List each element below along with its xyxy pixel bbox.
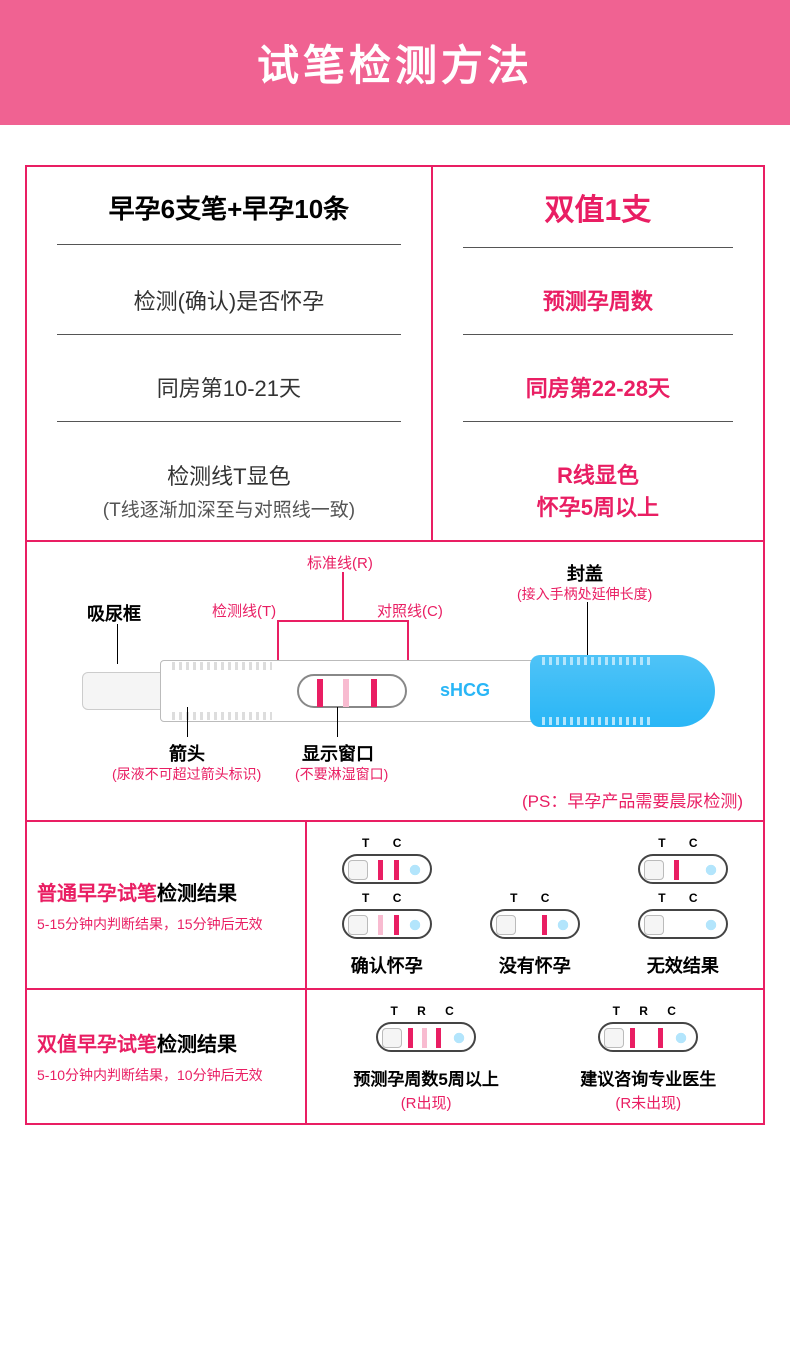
- callout-line: [342, 572, 344, 622]
- cap-ridges: [542, 717, 652, 725]
- line-c: [371, 679, 377, 707]
- result-label: 预测孕周数5周以上: [353, 1065, 498, 1090]
- label-window-sub: (不要淋湿窗口): [295, 764, 388, 784]
- callout-line: [337, 707, 338, 737]
- label-cap-sub: (接入手柄处延伸长度): [517, 584, 652, 604]
- letters-trc: T R C: [353, 1004, 498, 1018]
- cell-right-2: 预测孕周数: [443, 284, 753, 316]
- pen-ridges: [172, 662, 272, 670]
- brand-text: sHCG: [440, 680, 490, 701]
- result-label: 没有怀孕: [490, 952, 580, 978]
- callout-line: [277, 620, 409, 622]
- header-banner: 试笔检测方法: [0, 0, 790, 125]
- cell-right-4: R线显色: [443, 458, 753, 490]
- letters-tc: T C: [638, 836, 728, 850]
- pen-window: [297, 674, 407, 708]
- cap-ridges: [542, 657, 652, 665]
- cell-left-2: 检测(确认)是否怀孕: [37, 284, 421, 316]
- callout-line: [187, 707, 188, 737]
- result-subtitle: 5-15分钟内判断结果，15分钟后无效: [37, 914, 295, 934]
- cell-left-4-sub: (T线逐渐加深至与对照线一致): [37, 495, 421, 522]
- callout-line: [587, 602, 588, 657]
- table-row: 同房第10-21天 同房第22-28天: [27, 353, 763, 440]
- header-title: 试笔检测方法: [257, 42, 533, 89]
- result-col-consult: T R C 建议咨询专业医生 (R未出现): [580, 1004, 716, 1113]
- results-dual-section: 双值早孕试笔检测结果 5-10分钟内判断结果，10分钟后无效 T R C 预测孕…: [27, 988, 763, 1123]
- letters-tc: T C: [342, 836, 432, 850]
- result-label: 无效结果: [638, 952, 728, 978]
- results-right-panel: T C T C 确认怀孕 T C 没有怀孕 T C T C 无效结果: [307, 822, 763, 988]
- result-sublabel: (R出现): [353, 1092, 498, 1113]
- label-absorb: 吸尿框: [87, 600, 141, 626]
- mini-test-icon: [598, 1022, 698, 1052]
- pen-tip: [82, 672, 162, 710]
- cell-right-1: 双值1支: [443, 185, 753, 229]
- result-label: 建议咨询专业医生: [580, 1065, 716, 1090]
- mini-test-icon: [342, 909, 432, 939]
- result-title-red: 普通早孕试笔: [37, 883, 157, 905]
- callout-line: [117, 624, 118, 664]
- result-title-black: 检测结果: [157, 883, 237, 905]
- mini-test-icon: [638, 909, 728, 939]
- cell-right-4-sub: 怀孕5周以上: [443, 490, 753, 522]
- results-right-panel: T R C 预测孕周数5周以上 (R出现) T R C 建议咨询专业医生 (R未…: [307, 990, 763, 1123]
- label-window: 显示窗口: [302, 740, 374, 766]
- ps-note: (PS：早孕产品需要晨尿检测): [522, 787, 743, 812]
- result-sublabel: (R未出现): [580, 1092, 716, 1113]
- result-col-5weeks: T R C 预测孕周数5周以上 (R出现): [353, 1004, 498, 1113]
- main-frame: 早孕6支笔+早孕10条 双值1支 检测(确认)是否怀孕 预测孕周数 同房第10-…: [25, 165, 765, 1125]
- cell-right-3: 同房第22-28天: [443, 371, 753, 403]
- mini-test-icon: [376, 1022, 476, 1052]
- comparison-table: 早孕6支笔+早孕10条 双值1支 检测(确认)是否怀孕 预测孕周数 同房第10-…: [27, 167, 763, 540]
- mini-test-icon: [638, 854, 728, 884]
- result-title-red: 双值早孕试笔: [37, 1034, 157, 1056]
- table-row: 检测(确认)是否怀孕 预测孕周数: [27, 266, 763, 353]
- mini-test-icon: [490, 909, 580, 939]
- result-title-black: 检测结果: [157, 1034, 237, 1056]
- label-arrow: 箭头: [169, 740, 205, 766]
- letters-tc: T C: [342, 891, 432, 905]
- letters-trc: T R C: [580, 1004, 716, 1018]
- line-r: [343, 679, 349, 707]
- label-arrow-sub: (尿液不可超过箭头标识): [112, 764, 261, 784]
- label-cap: 封盖: [567, 560, 603, 586]
- table-row: 早孕6支笔+早孕10条 双值1支: [27, 167, 763, 266]
- mini-test-icon: [342, 854, 432, 884]
- line-t: [317, 679, 323, 707]
- letters-tc: T C: [638, 891, 728, 905]
- test-pen-illustration: sHCG: [82, 660, 702, 722]
- result-col-invalid: T C T C 无效结果: [638, 836, 728, 978]
- cell-left-1: 早孕6支笔+早孕10条: [37, 189, 421, 226]
- results-regular-section: 普通早孕试笔检测结果 5-15分钟内判断结果，15分钟后无效 T C T C 确…: [27, 820, 763, 988]
- pen-diagram-section: 标准线(R) 封盖 (接入手柄处延伸长度) 吸尿框 检测线(T) 对照线(C) …: [27, 540, 763, 820]
- cell-left-4: 检测线T显色: [37, 459, 421, 491]
- results-left-panel: 双值早孕试笔检测结果 5-10分钟内判断结果，10分钟后无效: [27, 990, 307, 1123]
- result-label: 确认怀孕: [342, 952, 432, 978]
- result-subtitle: 5-10分钟内判断结果，10分钟后无效: [37, 1065, 295, 1085]
- cell-left-3: 同房第10-21天: [37, 371, 421, 403]
- label-test-line: 检测线(T): [212, 600, 276, 621]
- results-left-panel: 普通早孕试笔检测结果 5-15分钟内判断结果，15分钟后无效: [27, 822, 307, 988]
- letters-tc: T C: [490, 891, 580, 905]
- label-control-line: 对照线(C): [377, 600, 443, 621]
- label-std-line: 标准线(R): [307, 552, 373, 573]
- result-col-pregnant: T C T C 确认怀孕: [342, 836, 432, 978]
- result-col-not-pregnant: T C 没有怀孕: [490, 891, 580, 978]
- table-row: 检测线T显色 (T线逐渐加深至与对照线一致) R线显色 怀孕5周以上: [27, 440, 763, 540]
